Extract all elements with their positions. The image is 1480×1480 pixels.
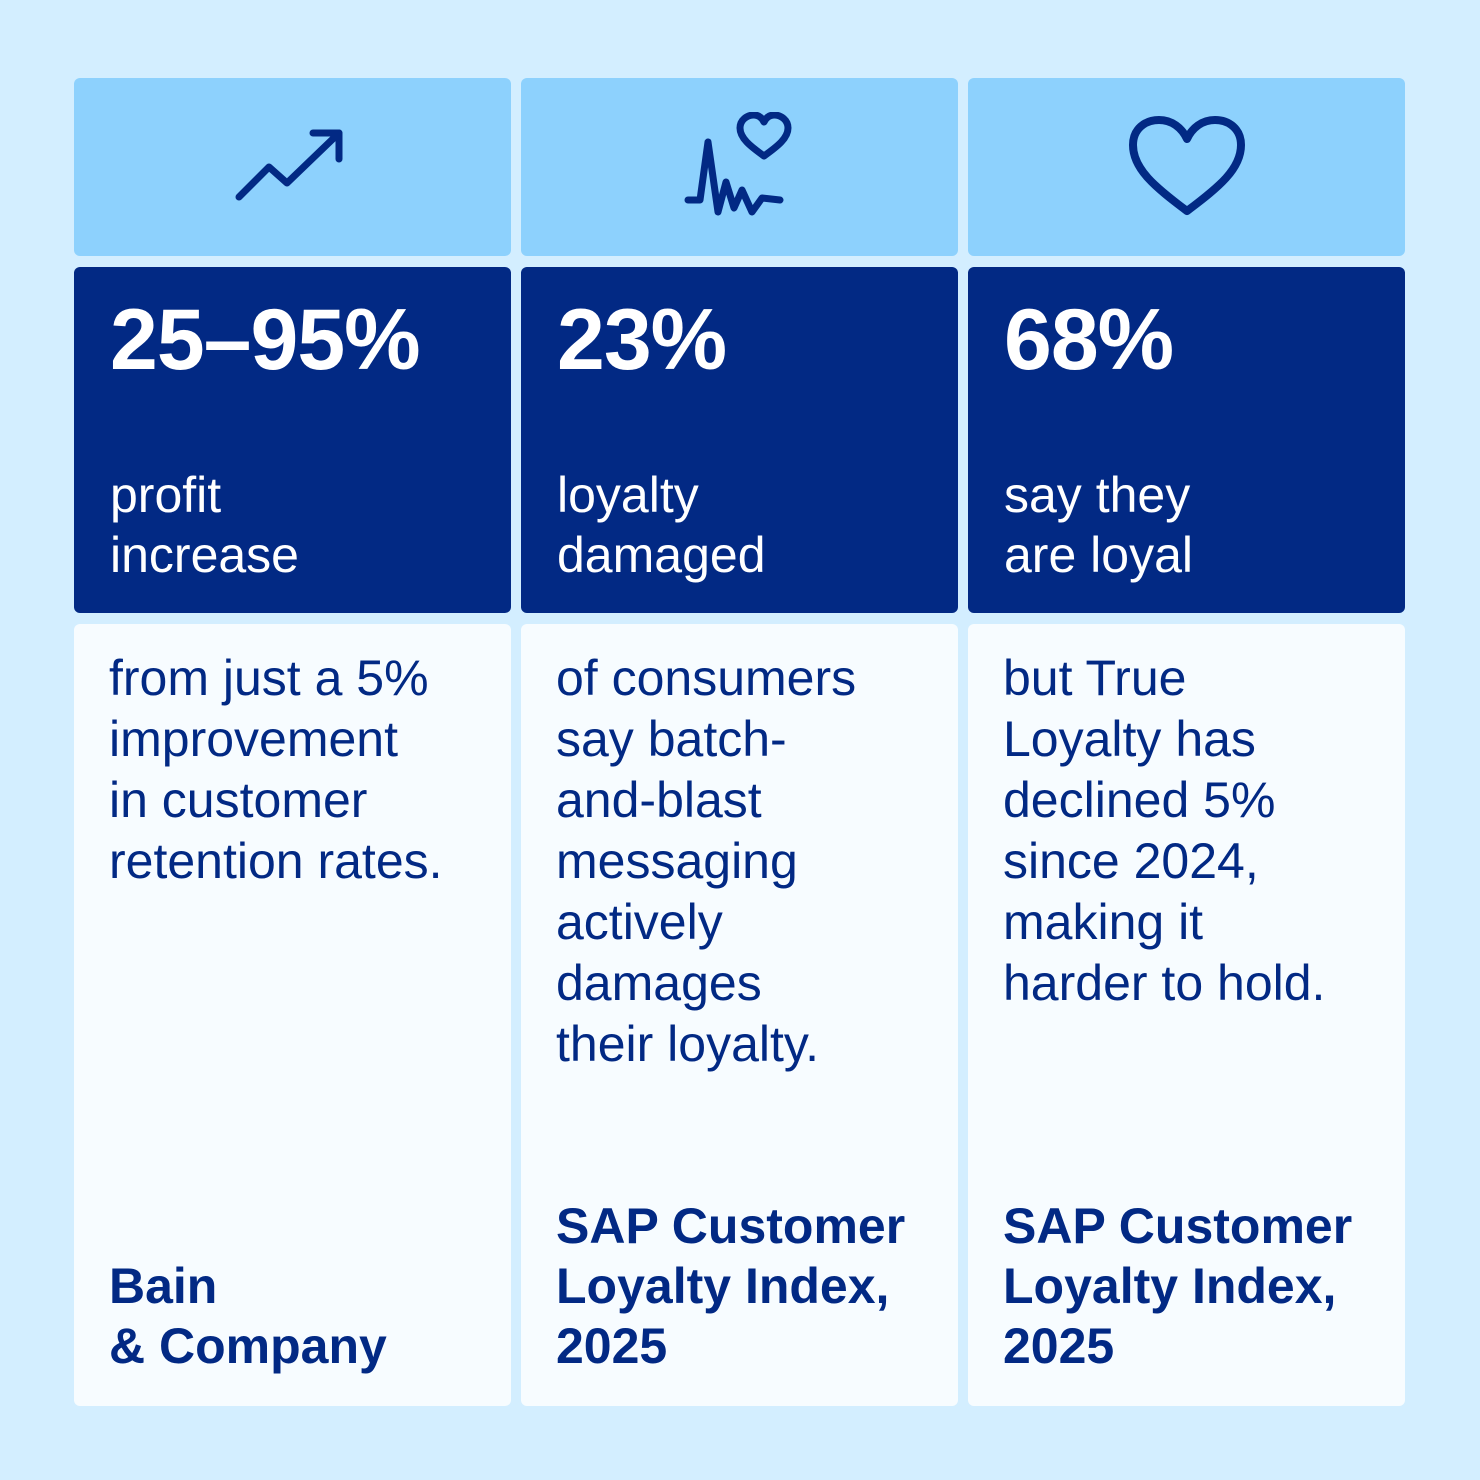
source-citation: SAP Customer Loyalty Index, 2025	[1003, 1198, 1353, 1374]
stat-label: say they are loyal	[1004, 467, 1193, 583]
stat-label: loyalty damaged	[557, 467, 766, 583]
stat-column-loyalty-damaged: 23% loyalty damaged of consumers say bat…	[521, 78, 958, 1406]
icon-panel	[74, 78, 511, 256]
stat-value: 23%	[557, 292, 727, 388]
stat-panel: 23% loyalty damaged	[521, 267, 958, 613]
stat-value: 25–95%	[110, 292, 421, 388]
stat-panel: 68% say they are loyal	[968, 267, 1405, 613]
description-panel: from just a 5% improvement in customer r…	[74, 624, 511, 1406]
stat-value: 68%	[1004, 292, 1174, 388]
stat-column-say-loyal: 68% say they are loyal but True Loyalty …	[968, 78, 1405, 1406]
description-text: but True Loyalty has declined 5% since 2…	[1003, 650, 1326, 1011]
description-panel: of consumers say batch- and-blast messag…	[521, 624, 958, 1406]
icon-panel	[968, 78, 1405, 256]
description-text: from just a 5% improvement in customer r…	[109, 650, 443, 889]
stat-label: profit increase	[110, 467, 299, 583]
stat-column-profit: 25–95% profit increase from just a 5% im…	[74, 78, 511, 1406]
heart-icon	[1127, 115, 1247, 219]
description-text: of consumers say batch- and-blast messag…	[556, 650, 857, 1072]
source-citation: Bain & Company	[109, 1258, 387, 1374]
description-panel: but True Loyalty has declined 5% since 2…	[968, 624, 1405, 1406]
stat-panel: 25–95% profit increase	[74, 267, 511, 613]
trending-up-arrow-icon	[233, 127, 353, 207]
heartbeat-heart-icon	[680, 112, 800, 222]
icon-panel	[521, 78, 958, 256]
source-citation: SAP Customer Loyalty Index, 2025	[556, 1198, 906, 1374]
